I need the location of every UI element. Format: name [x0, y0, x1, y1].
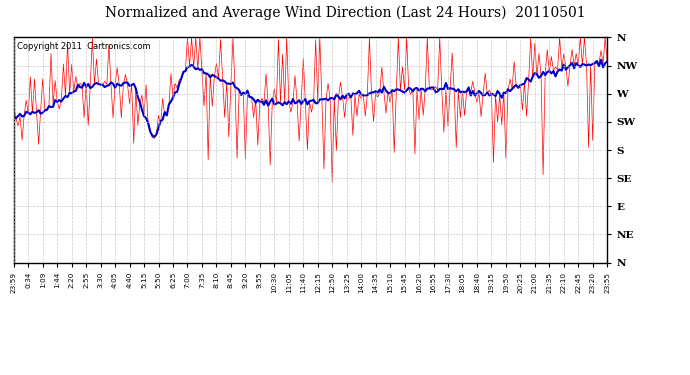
Text: Copyright 2011  Cartronics.com: Copyright 2011 Cartronics.com [17, 42, 150, 51]
Text: Normalized and Average Wind Direction (Last 24 Hours)  20110501: Normalized and Average Wind Direction (L… [105, 6, 585, 20]
